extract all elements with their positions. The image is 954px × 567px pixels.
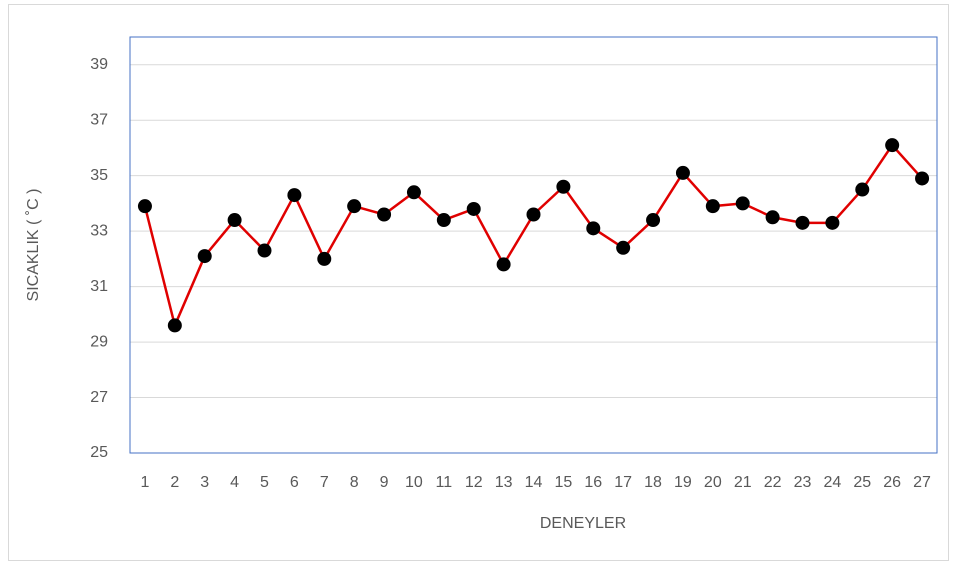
x-tick-label: 24 [823, 474, 841, 491]
marker [885, 138, 900, 153]
marker [377, 207, 392, 222]
marker [347, 199, 362, 214]
x-tick-label: 18 [644, 474, 662, 491]
y-tick-label: 25 [90, 444, 108, 461]
y-axis-label: SICAKLIK ( ˚C ) [25, 189, 42, 302]
x-tick-label: 26 [883, 474, 901, 491]
plot-border [129, 36, 938, 454]
x-tick-label: 13 [495, 474, 513, 491]
y-tick-label: 31 [90, 278, 108, 295]
x-tick-label: 4 [230, 474, 239, 491]
x-tick-label: 23 [794, 474, 812, 491]
x-tick-label: 22 [764, 474, 782, 491]
x-tick-label: 15 [554, 474, 572, 491]
marker [526, 207, 541, 222]
marker [675, 165, 690, 180]
x-tick-label: 10 [405, 474, 423, 491]
marker [257, 243, 272, 258]
x-axis-label: DENEYLER [540, 515, 626, 532]
marker [137, 199, 152, 214]
x-tick-label: 21 [734, 474, 752, 491]
marker [616, 240, 631, 255]
x-tick-label: 8 [350, 474, 359, 491]
marker [556, 179, 571, 194]
marker [705, 199, 720, 214]
x-tick-label: 9 [380, 474, 389, 491]
marker [436, 213, 451, 228]
marker [765, 210, 780, 225]
marker [646, 213, 661, 228]
marker [795, 215, 810, 230]
x-tick-label: 3 [200, 474, 209, 491]
y-tick-label: 27 [90, 389, 108, 406]
y-tick-label: 35 [90, 167, 108, 184]
x-tick-label: 6 [290, 474, 299, 491]
x-tick-label: 16 [584, 474, 602, 491]
x-tick-label: 25 [853, 474, 871, 491]
x-tick-label: 1 [140, 474, 149, 491]
x-tick-label: 2 [170, 474, 179, 491]
y-tick-label: 29 [90, 333, 108, 350]
marker [317, 251, 332, 266]
marker [855, 182, 870, 197]
marker [496, 257, 511, 272]
marker [915, 171, 930, 186]
x-tick-label: 19 [674, 474, 692, 491]
x-tick-label: 14 [525, 474, 543, 491]
x-tick-label: 7 [320, 474, 329, 491]
x-tick-label: 12 [465, 474, 483, 491]
marker [406, 185, 421, 200]
x-tick-label: 20 [704, 474, 722, 491]
marker [227, 213, 242, 228]
x-tick-label: 17 [614, 474, 632, 491]
y-tick-label: 39 [90, 56, 108, 73]
marker [287, 188, 302, 203]
x-tick-label: 5 [260, 474, 269, 491]
marker [167, 318, 182, 333]
marker [735, 196, 750, 211]
x-tick-label: 27 [913, 474, 931, 491]
marker [586, 221, 601, 236]
x-tick-label: 11 [436, 474, 453, 491]
y-tick-label: 33 [90, 222, 108, 239]
marker [825, 215, 840, 230]
marker [466, 201, 481, 216]
y-tick-label: 37 [90, 111, 108, 128]
marker [197, 249, 212, 264]
